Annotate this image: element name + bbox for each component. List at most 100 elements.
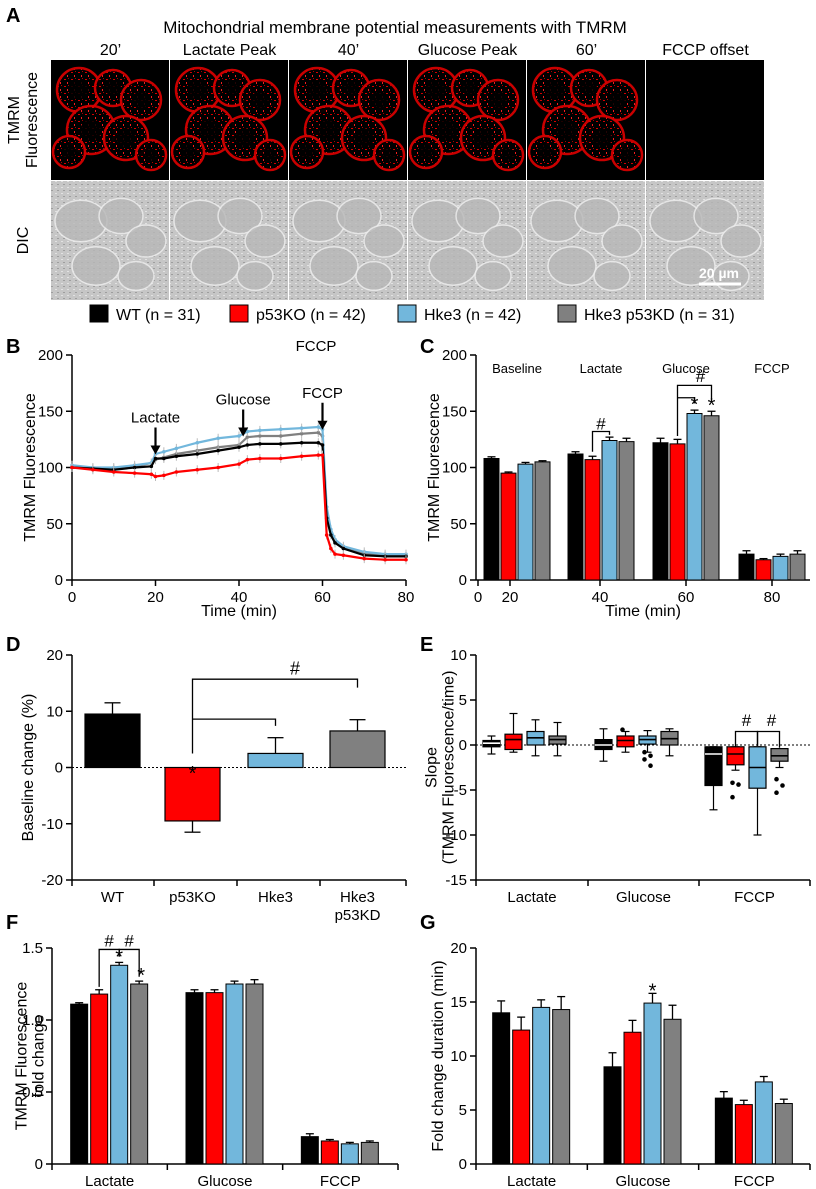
x-tick-label: 20 xyxy=(147,589,164,606)
tmrm-cell-nucleus xyxy=(132,91,150,109)
tmrm-cell-nucleus xyxy=(180,144,196,160)
panel-label-a: A xyxy=(6,5,20,27)
x-tick-label: 0 xyxy=(68,589,76,606)
significance-bracket xyxy=(591,430,611,452)
series-point xyxy=(174,470,179,474)
significance-bracket xyxy=(118,948,140,977)
series-line-p53ko xyxy=(71,454,406,561)
y-tick-label: 0 xyxy=(459,1156,467,1173)
bar-p53ko xyxy=(512,1029,531,1165)
microscopy-column-5 xyxy=(646,60,764,300)
series-point xyxy=(333,552,337,556)
panel-label-f: F xyxy=(6,912,18,934)
dic-cell xyxy=(236,260,274,292)
bar-hke3 xyxy=(686,413,703,581)
y-tick-label: 10 xyxy=(450,1048,467,1065)
microscopy-column-header: 60’ xyxy=(576,42,597,59)
y-axis-title: Baseline change (%) xyxy=(20,694,37,842)
significance-mark: # xyxy=(596,414,606,433)
bar-hke3-p53kd xyxy=(552,1009,571,1165)
tmrm-cell-nucleus xyxy=(370,91,388,109)
series-point xyxy=(216,436,220,441)
dic-cell xyxy=(125,224,167,258)
bar-hke3-p53kd xyxy=(618,441,635,581)
series-point xyxy=(195,440,200,445)
tmrm-cell-nucleus xyxy=(620,148,634,162)
y-tick-label: 15 xyxy=(450,994,467,1011)
microscopy-row-label-line: TMRM xyxy=(6,96,23,144)
y-axis-title-line: TMRM Fluorescence xyxy=(14,982,31,1131)
x-axis-title: Time (min) xyxy=(201,603,277,620)
tmrm-cell-nucleus xyxy=(318,119,340,141)
bar-wt xyxy=(185,992,204,1165)
group-title: Baseline xyxy=(492,361,542,376)
y-tick-label: 0 xyxy=(55,760,63,777)
bar-hke3 xyxy=(772,555,789,581)
box-outlier xyxy=(620,727,625,732)
panel-label-e: E xyxy=(420,634,433,656)
tmrm-cell-nucleus xyxy=(199,119,221,141)
x-tick-label: 80 xyxy=(764,589,781,606)
y-tick-label: 1.0 xyxy=(22,1012,43,1029)
box-wt xyxy=(704,746,723,787)
y-axis-title: TMRM Fluorescence fold change xyxy=(14,982,48,1131)
x-category-label: FCCP xyxy=(320,1173,361,1189)
legend-label: p53KO (n = 42) xyxy=(256,307,366,324)
significance-mark: * xyxy=(115,946,123,968)
significance-bracket xyxy=(192,718,277,726)
box-outlier xyxy=(780,783,785,788)
dic-cell xyxy=(474,260,512,292)
series-point xyxy=(278,442,283,446)
bar-p53ko xyxy=(320,1140,339,1165)
series-point xyxy=(216,448,220,453)
y-axis-title: Slope (TMRM Fluorescence/time) xyxy=(424,671,458,865)
series-point xyxy=(316,440,321,445)
bar-hke3 xyxy=(643,1002,662,1165)
microscopy-row-label: TMRM Fluorescence xyxy=(6,72,41,168)
bar-hke3 xyxy=(601,440,618,581)
tmrm-cell-nucleus xyxy=(545,80,565,100)
series-point xyxy=(153,456,158,461)
significance-mark: * xyxy=(649,980,657,1002)
series-point xyxy=(162,473,166,478)
tmrm-cell-nucleus xyxy=(580,79,598,97)
significance-mark: # xyxy=(124,932,134,951)
bar-hke3 xyxy=(754,1081,773,1165)
bar-wt xyxy=(714,1097,733,1165)
microscopy-column-2 xyxy=(289,60,407,300)
x-tick-label: 60 xyxy=(678,589,695,606)
bar-p53ko xyxy=(205,992,224,1165)
series-point xyxy=(162,449,166,454)
series-point xyxy=(341,546,346,551)
x-category-label: Glucose xyxy=(197,1173,252,1189)
series-point xyxy=(258,442,262,446)
bar-hke3-p53kd xyxy=(130,983,149,1165)
y-tick-label: 5 xyxy=(459,692,467,709)
significance-bracket xyxy=(677,397,696,404)
y-tick-label: -10 xyxy=(41,816,63,833)
group-title: FCCP xyxy=(754,361,789,376)
y-axis-title-line: Slope xyxy=(424,747,441,788)
significance-mark: # xyxy=(767,711,777,730)
tmrm-cell-nucleus xyxy=(188,80,208,100)
series-point xyxy=(162,456,166,461)
y-axis-title: Fold change duration (min) xyxy=(430,960,447,1151)
box-p53ko xyxy=(616,735,635,748)
box-outlier xyxy=(642,749,647,755)
bar-wt xyxy=(84,713,141,769)
annotation-arrowhead xyxy=(317,420,328,430)
bar-hke3-p53kd xyxy=(534,461,551,581)
y-axis-title-line: fold change xyxy=(31,1015,48,1098)
bar-p53ko xyxy=(500,472,517,581)
x-axis-title: Time (min) xyxy=(605,603,681,620)
chart-b-time-course: 0 50 100 150 200 0 20 40 60 80 Time (min) TMRM Fluo… xyxy=(22,338,414,620)
microscopy-column-header: Glucose Peak xyxy=(418,42,519,59)
x-tick-label: 40 xyxy=(592,589,609,606)
significance-mark: * xyxy=(137,965,145,987)
microscopy-column-header: 40’ xyxy=(338,42,359,59)
dic-cell xyxy=(428,246,478,286)
bar-hke3 xyxy=(110,964,129,1165)
y-tick-label: 10 xyxy=(450,647,467,664)
box-outlier xyxy=(648,753,653,759)
dic-cell xyxy=(693,197,739,235)
